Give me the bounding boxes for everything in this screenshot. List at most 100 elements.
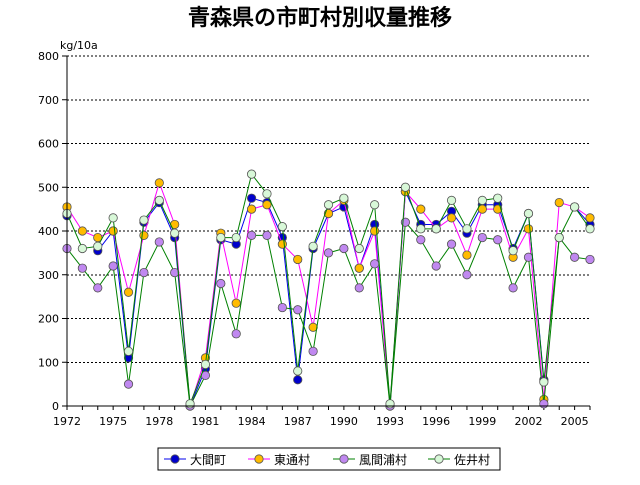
series-3-point-2001 xyxy=(508,283,518,293)
series-4-point-1985 xyxy=(262,189,272,199)
series-3-point-1978 xyxy=(154,237,164,247)
series-4-point-1991 xyxy=(354,243,364,254)
series-4-point-1978 xyxy=(154,195,164,205)
series-4-point-1977 xyxy=(139,215,149,225)
x-tick-label-1990: 1990 xyxy=(330,415,358,428)
x-tick-label-1975: 1975 xyxy=(99,415,127,428)
y-tick-label-400: 400 xyxy=(38,225,59,238)
series-2-point-1986 xyxy=(277,239,287,249)
y-tick-label-700: 700 xyxy=(38,94,59,107)
series-4-point-1996 xyxy=(431,224,441,234)
series-3-point-2005 xyxy=(570,252,580,262)
y-tick-label-300: 300 xyxy=(38,269,59,282)
x-tick-label-1996: 1996 xyxy=(422,415,450,428)
y-tick-label-100: 100 xyxy=(38,356,59,369)
series-3 xyxy=(62,217,595,411)
series-2-point-1991 xyxy=(354,263,364,273)
series-4-point-1981 xyxy=(200,359,211,370)
series-3-point-1991 xyxy=(354,283,364,293)
series-4-point-1987 xyxy=(293,366,303,376)
series-3-point-2006 xyxy=(585,254,595,265)
series-3-point-1995 xyxy=(416,235,426,245)
series-3-point-1985 xyxy=(262,230,272,240)
legend-marker-4 xyxy=(434,454,444,464)
series-3-point-1983 xyxy=(231,329,241,339)
series-layer xyxy=(62,169,595,411)
legend-label-3: 風間浦村 xyxy=(359,453,407,467)
series-2-point-1992 xyxy=(370,226,380,236)
series-4-point-1974 xyxy=(93,241,103,251)
series-4-point-1998 xyxy=(462,224,472,234)
x-axis-ticks: 1972 1975 1978 1981 1984 1987 1990 1993 1996 1999… xyxy=(53,406,591,428)
x-tick-label-2005: 2005 xyxy=(561,415,589,428)
y-tick-label-500: 500 xyxy=(38,181,59,194)
series-1-point-1984 xyxy=(246,193,257,203)
legend: 大間町 東通村 風間浦村 佐井村 xyxy=(157,447,501,471)
series-3-point-2000 xyxy=(493,235,503,245)
x-tick-label-1981: 1981 xyxy=(191,415,219,428)
series-4-point-1995 xyxy=(416,224,426,234)
series-3-point-1996 xyxy=(431,261,441,271)
series-4 xyxy=(62,169,595,409)
series-4-point-1980 xyxy=(185,399,195,409)
series-2-point-1998 xyxy=(462,250,472,260)
legend-box xyxy=(157,447,501,471)
y-tick-label-200: 200 xyxy=(38,313,59,326)
series-4-point-2004 xyxy=(554,232,564,243)
series-4-point-2001 xyxy=(508,246,518,256)
series-3-point-1984 xyxy=(246,230,257,240)
series-2-point-1973 xyxy=(77,226,87,236)
legend-marker-1 xyxy=(170,454,180,464)
series-4-point-2003 xyxy=(539,377,549,387)
series-2-point-2004 xyxy=(554,197,564,208)
legend-marker-2 xyxy=(254,454,264,464)
legend-label-4: 佐井村 xyxy=(454,453,490,467)
series-2-point-1977 xyxy=(139,230,149,240)
series-4-point-1990 xyxy=(339,193,349,203)
series-4-point-1975 xyxy=(108,213,118,223)
series-4-point-1993 xyxy=(385,399,395,409)
series-3-point-2003 xyxy=(539,399,549,409)
series-4-point-1999 xyxy=(477,195,487,205)
series-3-point-1997 xyxy=(446,239,457,249)
series-3-point-1986 xyxy=(277,302,287,313)
series-2-point-1987 xyxy=(293,254,303,265)
legend-label-1: 大間町 xyxy=(190,453,226,467)
series-2-point-1978 xyxy=(154,178,164,188)
series-4-point-2006 xyxy=(585,224,595,234)
series-4-point-2005 xyxy=(570,202,580,212)
y-tick-label-800: 800 xyxy=(38,50,59,63)
series-3-point-1989 xyxy=(323,248,334,258)
y-tick-label-0: 0 xyxy=(52,400,59,413)
series-2-point-1984 xyxy=(246,204,257,214)
series-4-point-1988 xyxy=(308,241,318,251)
series-2-point-2002 xyxy=(523,224,534,234)
series-4-point-1984 xyxy=(246,169,257,179)
x-tick-label-1999: 1999 xyxy=(468,415,496,428)
series-3-point-1979 xyxy=(170,267,180,278)
series-4-point-1994 xyxy=(400,182,411,192)
x-tick-label-1978: 1978 xyxy=(145,415,173,428)
series-3-point-2002 xyxy=(523,252,534,262)
legend-marker-3 xyxy=(339,454,349,464)
series-3-point-1982 xyxy=(216,278,226,289)
series-3-point-1990 xyxy=(339,243,349,254)
series-3-point-1998 xyxy=(462,270,472,280)
y-axis-unit-label: kg/10a xyxy=(60,39,98,52)
series-2-point-1985 xyxy=(262,200,272,210)
x-tick-label-1993: 1993 xyxy=(376,415,404,428)
series-4-point-1992 xyxy=(370,200,380,210)
series-3-point-1999 xyxy=(477,232,487,243)
x-tick-label-2002: 2002 xyxy=(514,415,542,428)
legend-label-2: 東通村 xyxy=(274,453,310,467)
series-4-point-1976 xyxy=(123,346,134,356)
series-4-point-2000 xyxy=(493,193,503,203)
y-tick-label-600: 600 xyxy=(38,138,59,151)
series-2-point-1997 xyxy=(446,213,457,223)
x-tick-label-1984: 1984 xyxy=(238,415,266,428)
series-2-point-1983 xyxy=(231,298,241,308)
series-3-point-1973 xyxy=(77,263,87,273)
y-axis-ticks: 0 100 200 300 400 500 600 700 800 xyxy=(38,50,67,413)
